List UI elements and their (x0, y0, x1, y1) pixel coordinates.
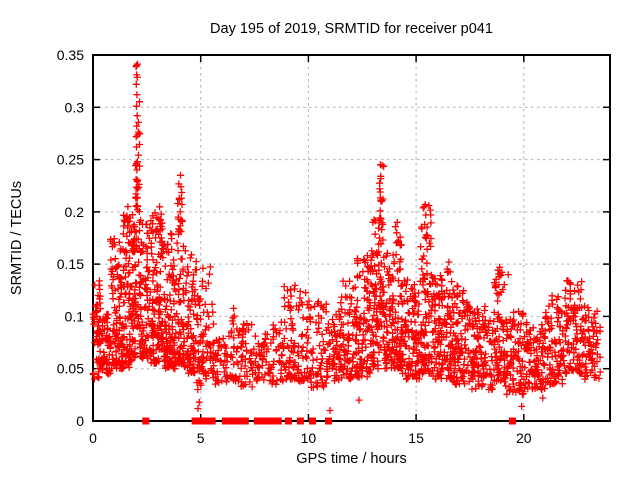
y-tick-label: 0.3 (65, 99, 85, 115)
y-tick-label: 0.2 (65, 204, 85, 220)
x-tick-label: 10 (301, 430, 317, 446)
tick-labels: 0 5 10 15 20 0 0.05 0.1 0.15 0.2 0.25 0.3 0.35 (57, 47, 532, 446)
y-tick-label: 0.1 (65, 308, 85, 324)
y-tick-label: 0.15 (57, 256, 84, 272)
x-tick-label: 0 (89, 430, 97, 446)
data-points (89, 60, 604, 414)
x-axis-label: GPS time / hours (296, 451, 407, 467)
zero-markers (142, 417, 516, 425)
x-tick-label: 5 (197, 430, 205, 446)
chart-title: Day 195 of 2019, SRMTID for receiver p04… (210, 21, 493, 37)
plot-border (92, 54, 611, 422)
y-tick-label: 0.25 (57, 152, 84, 168)
x-tick-label: 20 (516, 430, 532, 446)
x-tick-label: 15 (408, 430, 424, 446)
y-tick-label: 0.05 (57, 361, 84, 377)
y-tick-label: 0 (76, 413, 84, 429)
y-tick-label: 0.35 (57, 47, 84, 63)
y-axis-label: SRMTID / TECUs (9, 180, 25, 296)
